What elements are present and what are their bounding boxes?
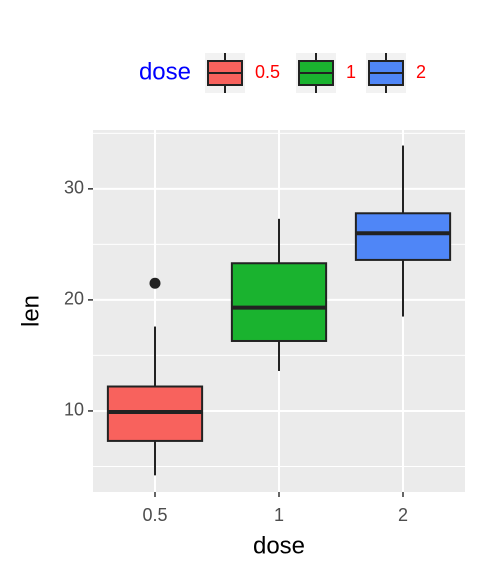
x-axis-title: dose [253, 532, 305, 559]
legend-label: 1 [346, 62, 356, 82]
legend-label: 2 [416, 62, 426, 82]
outlier [149, 277, 161, 289]
y-tick-label: 20 [64, 289, 84, 309]
x-tick-label: 2 [398, 505, 408, 525]
box [354, 212, 452, 261]
legend-title: dose [139, 58, 191, 85]
legend-label: 0.5 [255, 62, 280, 82]
box [230, 262, 328, 342]
y-tick-label: 30 [64, 178, 84, 198]
x-tick-label: 0.5 [142, 505, 167, 525]
y-tick-label: 10 [64, 400, 84, 420]
y-axis-title: len [17, 295, 44, 327]
x-tick-label: 1 [274, 505, 284, 525]
